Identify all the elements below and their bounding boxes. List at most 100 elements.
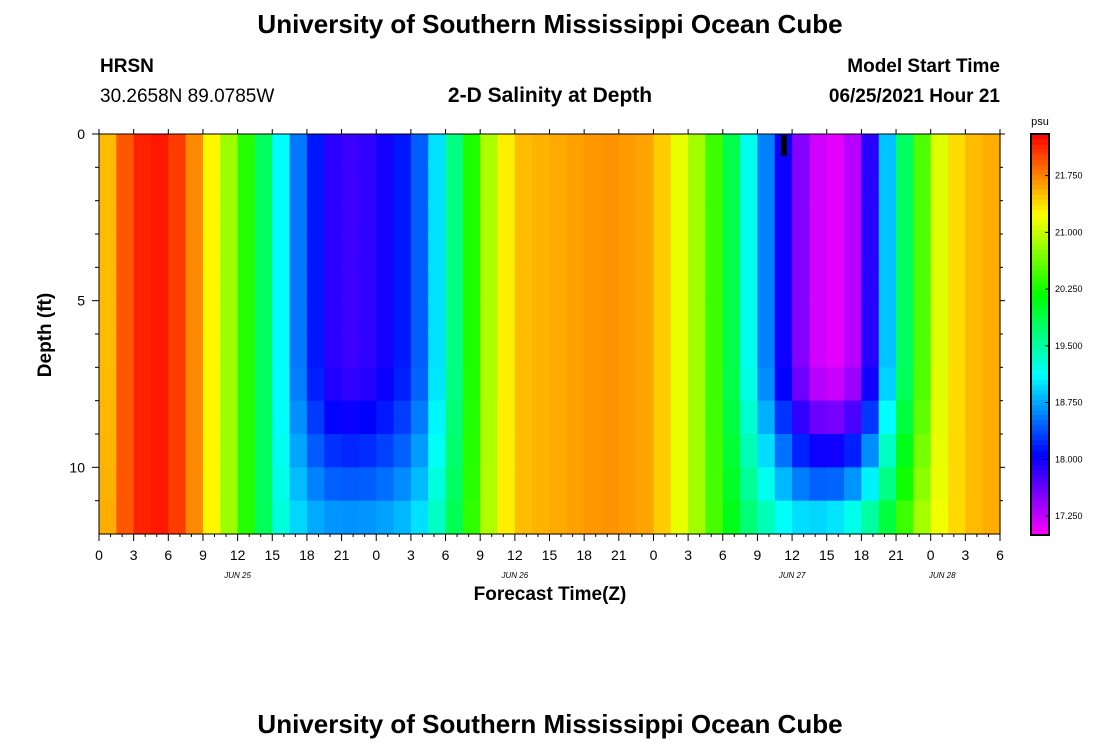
heatmap-cell: [202, 300, 221, 335]
heatmap-cell: [896, 300, 914, 335]
heatmap-cell: [358, 467, 377, 502]
heatmap-cell: [792, 234, 811, 268]
heatmap-cell: [688, 400, 707, 435]
colorbar-band: [1031, 364, 1049, 371]
heatmap-cell: [878, 467, 897, 502]
heatmap-cell: [549, 234, 568, 268]
heatmap-cell: [445, 234, 464, 268]
heatmap-cell: [965, 134, 984, 168]
heatmap-cell: [306, 167, 325, 202]
heatmap-cell: [826, 434, 845, 468]
x-tick-label: 3: [684, 547, 692, 563]
heatmap-cell: [948, 300, 966, 335]
heatmap-cell: [670, 434, 689, 468]
heatmap-cell: [601, 367, 620, 402]
colorbar-band: [1031, 314, 1049, 321]
heatmap-cell: [549, 500, 568, 535]
colorbar-band: [1031, 459, 1049, 466]
heatmap-cell: [948, 367, 966, 402]
heatmap-cell: [982, 434, 1001, 468]
heatmap-cell: [428, 500, 447, 535]
heatmap-cell: [237, 134, 256, 168]
heatmap-cell: [670, 267, 689, 302]
heatmap-cell: [861, 467, 880, 502]
heatmap-cell: [896, 267, 914, 302]
heatmap-cell: [376, 234, 395, 268]
x-tick-label: 3: [130, 547, 138, 563]
chart-title: University of Southern Mississippi Ocean…: [257, 9, 843, 39]
heatmap-cell: [549, 300, 568, 335]
colorbar-band: [1031, 269, 1049, 275]
heatmap-cell: [168, 467, 187, 502]
heatmap-cell: [220, 134, 239, 168]
heatmap-cell: [670, 400, 689, 435]
heatmap-cell: [705, 200, 724, 235]
heatmap-cell: [116, 434, 135, 468]
heatmap-cell: [116, 267, 135, 302]
heatmap-cell: [705, 134, 724, 168]
heatmap-cell: [324, 334, 343, 368]
heatmap-cell: [497, 200, 516, 235]
heatmap-cell: [584, 434, 603, 468]
heatmap-cell: [393, 434, 412, 468]
heatmap-cell: [965, 367, 984, 402]
heatmap-cell: [116, 234, 135, 268]
heatmap-cell: [930, 167, 949, 202]
heatmap-cell: [237, 300, 256, 335]
x-tick-label: 6: [164, 547, 172, 563]
heatmap-cell: [636, 500, 655, 535]
heatmap-cell: [878, 500, 897, 535]
heatmap-cell: [168, 200, 187, 235]
heatmap-cell: [913, 434, 932, 468]
heatmap-cell: [272, 434, 291, 468]
colorbar-tick-label: 21.750: [1055, 171, 1083, 181]
colorbar-band: [1031, 464, 1049, 471]
heatmap-cell: [497, 500, 516, 535]
heatmap-cell: [480, 334, 499, 368]
heatmap-cell: [722, 434, 741, 468]
heatmap-cell: [116, 134, 135, 168]
heatmap-cell: [913, 467, 932, 502]
x-tick-label: 0: [927, 547, 935, 563]
heatmap-cell: [532, 467, 551, 502]
heatmap-cell: [289, 234, 308, 268]
heatmap-cell: [324, 434, 343, 468]
heatmap-cell: [982, 367, 1001, 402]
heatmap-cell: [202, 234, 221, 268]
heatmap-cell: [913, 400, 932, 435]
heatmap-cell: [930, 234, 949, 268]
heatmap-cell: [670, 167, 689, 202]
heatmap-cell: [688, 134, 707, 168]
heatmap-cell: [636, 200, 655, 235]
heatmap-cell: [462, 167, 481, 202]
colorbar-tick-label: 18.000: [1055, 454, 1083, 464]
heatmap-cell: [913, 367, 932, 402]
colorbar-band: [1031, 174, 1049, 180]
heatmap-cell: [341, 500, 360, 535]
x-tick-label: 6: [442, 547, 450, 563]
x-tick-label: 0: [95, 547, 103, 563]
heatmap-cell: [809, 134, 828, 168]
heatmap-cell: [636, 334, 655, 368]
heatmap-cell: [289, 434, 308, 468]
heatmap-cell: [722, 300, 741, 335]
colorbar-band: [1031, 214, 1049, 220]
colorbar-band: [1031, 504, 1049, 511]
heatmap-cell: [168, 400, 187, 435]
heatmap-cell: [393, 500, 412, 535]
heatmap-cell: [497, 267, 516, 302]
heatmap-cell: [965, 467, 984, 502]
heatmap-cell: [549, 200, 568, 235]
colorbar-band: [1031, 244, 1049, 250]
colorbar-band: [1031, 159, 1049, 165]
heatmap-cell: [774, 200, 793, 235]
heatmap-cell: [202, 334, 221, 368]
heatmap-cell: [826, 467, 845, 502]
colorbar-band: [1031, 149, 1049, 155]
heatmap-cell: [757, 300, 776, 335]
x-tick-label: 3: [961, 547, 969, 563]
heatmap-cell: [948, 167, 966, 202]
heatmap-cell: [445, 434, 464, 468]
heatmap-cell: [410, 467, 429, 502]
heatmap-cell: [532, 334, 551, 368]
